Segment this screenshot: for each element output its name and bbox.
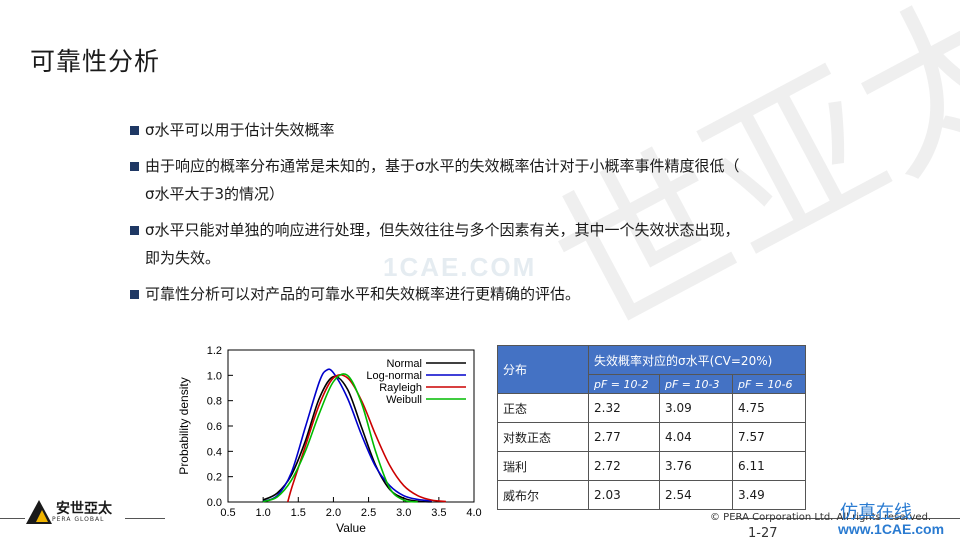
corner-watermark-url: www.1CAE.com [838,521,945,537]
table-cell: 3.09 [659,393,733,423]
x-tick-label: 1.0 [255,507,270,519]
copyright-text: © PERA Corporation Ltd. All rights reser… [710,512,932,523]
x-tick-label: 3.0 [396,507,411,519]
company-logo: 安世亞太 PERA GLOBAL [26,500,112,524]
y-tick-label: 0.4 [207,446,222,458]
table-cell: 2.03 [588,480,660,510]
table-subheader: pF = 10-6 [732,374,806,394]
table-cell: 2.32 [588,393,660,423]
table-subheader: pF = 10-2 [588,374,660,394]
legend-label: Rayleigh [379,382,422,394]
bullet-item: 由于响应的概率分布通常是未知的，基于σ水平的失效概率估计对于小概率事件精度很低（… [130,152,850,208]
series-line-normal [262,375,432,503]
x-tick-label: 0.5 [220,507,235,519]
bullet-line: 由于响应的概率分布通常是未知的，基于σ水平的失效概率估计对于小概率事件精度很低（ [145,157,740,175]
table-cell: 4.04 [659,422,733,452]
y-tick-label: 0.0 [207,497,222,509]
table-row: 威布尔 2.03 2.54 3.49 [497,480,806,510]
table-cell: 2.72 [588,451,660,481]
bullet-item: σ水平可以用于估计失效概率 [130,116,850,144]
x-axis-label: Value [336,521,366,535]
x-tick-label: 4.0 [466,507,481,519]
y-tick-label: 0.6 [207,421,222,433]
bullet-line: 可靠性分析可以对产品的可靠水平和失效概率进行更精确的评估。 [145,285,581,303]
table-header-group: 失效概率对应的σ水平(CV=20%) [588,345,806,375]
x-tick-label: 3.5 [431,507,446,519]
square-bullet-icon [130,162,139,171]
footer-divider [125,518,165,519]
series-line-log-normal [262,368,432,503]
table-cell-dist: 威布尔 [497,480,589,510]
page-title: 可靠性分析 [30,47,161,76]
bullet-line: σ水平只能对单独的响应进行处理，但失效往往与多个因素有关，其中一个失效状态出现， [145,221,740,239]
y-tick-label: 0.8 [207,396,222,408]
table-cell: 2.54 [659,480,733,510]
page-number: 1-27 [748,526,778,541]
legend-label: Normal [387,358,422,370]
footer-divider [735,518,960,519]
y-tick-label: 1.2 [207,345,222,357]
x-tick-label: 2.0 [326,507,341,519]
table-subheader: pF = 10-3 [659,374,733,394]
series-line-rayleigh [286,373,446,503]
bullet-line: σ水平可以用于估计失效概率 [145,121,335,139]
bullet-list: σ水平可以用于估计失效概率 由于响应的概率分布通常是未知的，基于σ水平的失效概率… [130,116,850,316]
square-bullet-icon [130,126,139,135]
distribution-chart: 0.5 1.0 1.5 2.0 2.5 3.0 3.5 4.0 0.0 0.2 0.4 0.6 0.8 1… [177,345,482,535]
table-header-distribution: 分布 [497,345,589,394]
corner-watermark: 仿真在线 [840,502,912,523]
logo-subtitle: PERA GLOBAL [52,515,105,523]
bullet-item: σ水平只能对单独的响应进行处理，但失效往往与多个因素有关，其中一个失效状态出现，… [130,216,850,272]
legend-label: Weibull [386,394,422,406]
table-cell: 6.11 [732,451,806,481]
table-row: 正态 2.32 3.09 4.75 [497,393,806,423]
logo-triangle-icon [26,500,52,524]
table-cell: 7.57 [732,422,806,452]
table-cell: 4.75 [732,393,806,423]
y-axis-label: Probability density [177,377,191,474]
sigma-level-table: 分布 失效概率对应的σ水平(CV=20%) pF = 10-2 pF = 10-… [497,345,806,510]
square-bullet-icon [130,290,139,299]
table-cell-dist: 对数正态 [497,422,589,452]
square-bullet-icon [130,226,139,235]
bullet-item: 可靠性分析可以对产品的可靠水平和失效概率进行更精确的评估。 [130,280,850,308]
plot-frame [227,349,475,503]
table-row: 瑞利 2.72 3.76 6.11 [497,451,806,481]
table-cell-dist: 瑞利 [497,451,589,481]
bullet-line: 即为失效。 [145,249,221,267]
y-tick-label: 0.2 [207,472,222,484]
legend-label: Log-normal [366,370,422,382]
table-cell-dist: 正态 [497,393,589,423]
table-cell: 3.76 [659,451,733,481]
series-line-weibull [262,373,418,503]
table-cell: 2.77 [588,422,660,452]
x-tick-label: 1.5 [291,507,306,519]
y-tick-label: 1.0 [207,370,222,382]
table-row: 对数正态 2.77 4.04 7.57 [497,422,806,452]
table-cell: 3.49 [732,480,806,510]
site-watermark: 1CAE.COM [383,252,537,282]
x-tick-label: 2.5 [361,507,376,519]
logo-name: 安世亞太 [56,500,112,517]
footer-divider [0,518,25,519]
bullet-line: σ水平大于3的情况） [145,185,285,203]
